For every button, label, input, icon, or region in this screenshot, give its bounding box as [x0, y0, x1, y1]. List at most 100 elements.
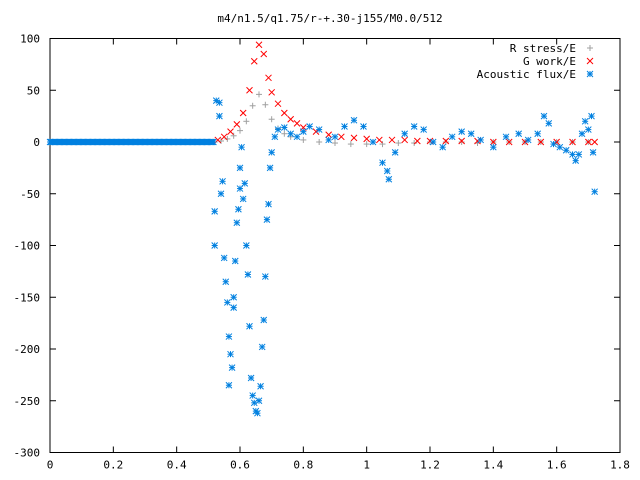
plot-frame	[49, 38, 621, 453]
y-tick-label: -250	[14, 395, 41, 408]
data-point	[375, 136, 383, 144]
data-point	[591, 188, 599, 196]
data-point	[247, 374, 255, 382]
y-tick-label: -100	[14, 240, 41, 253]
data-point	[489, 138, 497, 146]
data-point	[300, 136, 307, 143]
data-point	[515, 130, 523, 138]
legend-marker	[586, 57, 594, 65]
legend-marker	[586, 70, 594, 78]
data-point	[332, 140, 338, 147]
data-point	[250, 57, 258, 65]
data-point	[225, 381, 233, 389]
data-point	[413, 137, 421, 145]
data-point	[238, 143, 245, 151]
data-point	[268, 116, 275, 123]
data-point	[569, 138, 576, 146]
data-point	[265, 74, 272, 82]
data-point	[350, 116, 358, 124]
y-tick-label: -150	[14, 291, 41, 304]
legend-label: G work/E	[523, 55, 576, 68]
data-point	[239, 109, 247, 117]
data-point	[258, 343, 266, 351]
data-point	[591, 138, 599, 146]
data-point	[363, 135, 371, 143]
data-point	[249, 102, 256, 109]
data-point	[588, 112, 595, 120]
data-point	[211, 207, 219, 215]
data-point	[442, 139, 449, 145]
data-point	[385, 175, 393, 183]
data-point	[584, 126, 592, 133]
data-point	[255, 41, 263, 49]
data-point	[442, 137, 450, 145]
data-point	[265, 200, 272, 208]
data-point	[363, 141, 370, 148]
data-point	[316, 139, 323, 145]
data-point	[341, 123, 348, 130]
data-point	[458, 139, 465, 145]
data-point	[249, 392, 257, 399]
data-point	[524, 136, 532, 144]
data-point	[211, 242, 219, 249]
legend-label: R stress/E	[510, 42, 576, 55]
y-tick-label: 0	[33, 136, 40, 149]
data-point	[224, 135, 231, 142]
data-point	[230, 293, 238, 301]
data-point	[540, 112, 548, 120]
data-point	[331, 133, 339, 141]
legend-marker-glyph	[586, 57, 594, 65]
data-point	[257, 382, 264, 390]
x-tick-label: 0.2	[103, 459, 123, 472]
data-point	[274, 100, 282, 108]
data-point	[274, 126, 282, 133]
data-point	[230, 132, 237, 139]
data-point	[230, 304, 238, 311]
data-point	[502, 133, 510, 141]
data-point	[268, 88, 276, 96]
data-point	[261, 273, 269, 280]
data-point	[572, 157, 580, 164]
data-point	[287, 130, 295, 138]
data-point	[401, 136, 409, 144]
data-point	[271, 133, 279, 141]
data-point	[231, 257, 239, 265]
data-point	[556, 143, 564, 151]
data-point	[260, 50, 268, 58]
x-tick-label: 1.4	[483, 459, 503, 472]
x-tick-label: 1	[363, 459, 370, 472]
data-point	[458, 137, 466, 145]
data-point	[534, 130, 542, 138]
data-point	[379, 159, 386, 167]
data-point	[246, 86, 253, 94]
data-point	[347, 141, 354, 148]
data-point	[210, 138, 217, 146]
data-point	[505, 138, 513, 146]
data-point	[256, 91, 262, 98]
data-point	[550, 140, 557, 148]
data-point	[243, 118, 250, 125]
data-point	[287, 115, 295, 123]
x-tick-label: 0.8	[293, 459, 313, 472]
data-point	[216, 112, 223, 120]
data-point	[489, 143, 497, 151]
data-point	[545, 120, 553, 127]
y-tick-label: -200	[14, 343, 41, 356]
data-point	[306, 123, 314, 130]
data-point	[293, 133, 301, 141]
data-point	[537, 138, 545, 146]
data-point	[219, 177, 226, 185]
data-point	[225, 333, 233, 340]
chart-title: m4/n1.5/q1.75/r-+.30-j155/M0.0/512	[217, 12, 442, 25]
data-point	[268, 148, 276, 156]
data-point	[401, 130, 409, 138]
data-point	[562, 146, 570, 154]
data-point	[244, 271, 252, 278]
data-point	[458, 128, 466, 136]
data-point	[228, 364, 236, 371]
data-point	[315, 126, 323, 133]
data-point	[220, 254, 228, 262]
data-point	[581, 117, 589, 125]
data-point	[242, 242, 250, 249]
data-point	[325, 131, 333, 139]
